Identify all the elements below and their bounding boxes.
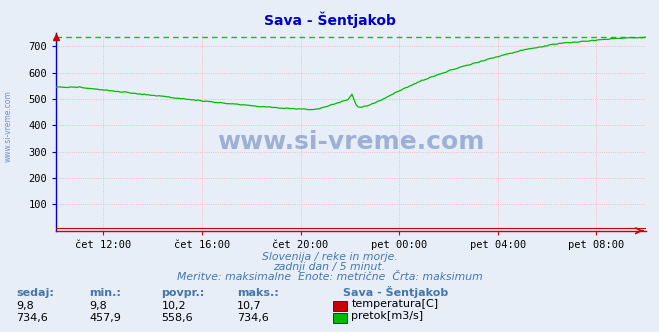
Text: www.si-vreme.com: www.si-vreme.com: [3, 90, 13, 162]
Text: zadnji dan / 5 minut.: zadnji dan / 5 minut.: [273, 262, 386, 272]
Text: 10,2: 10,2: [161, 301, 186, 311]
Text: sedaj:: sedaj:: [16, 288, 54, 298]
Text: Slovenija / reke in morje.: Slovenija / reke in morje.: [262, 252, 397, 262]
Text: Sava - Šentjakob: Sava - Šentjakob: [343, 286, 448, 298]
Text: 10,7: 10,7: [237, 301, 262, 311]
Text: 9,8: 9,8: [89, 301, 107, 311]
Text: Sava - Šentjakob: Sava - Šentjakob: [264, 12, 395, 28]
Text: povpr.:: povpr.:: [161, 288, 205, 298]
Text: 9,8: 9,8: [16, 301, 34, 311]
Text: pretok[m3/s]: pretok[m3/s]: [351, 311, 423, 321]
Text: Meritve: maksimalne  Enote: metrične  Črta: maksimum: Meritve: maksimalne Enote: metrične Črta…: [177, 272, 482, 282]
Text: 734,6: 734,6: [16, 313, 48, 323]
Text: min.:: min.:: [89, 288, 121, 298]
Text: 457,9: 457,9: [89, 313, 121, 323]
Text: www.si-vreme.com: www.si-vreme.com: [217, 130, 484, 154]
Text: temperatura[C]: temperatura[C]: [351, 299, 438, 309]
Text: 558,6: 558,6: [161, 313, 193, 323]
Text: 734,6: 734,6: [237, 313, 269, 323]
Text: maks.:: maks.:: [237, 288, 279, 298]
